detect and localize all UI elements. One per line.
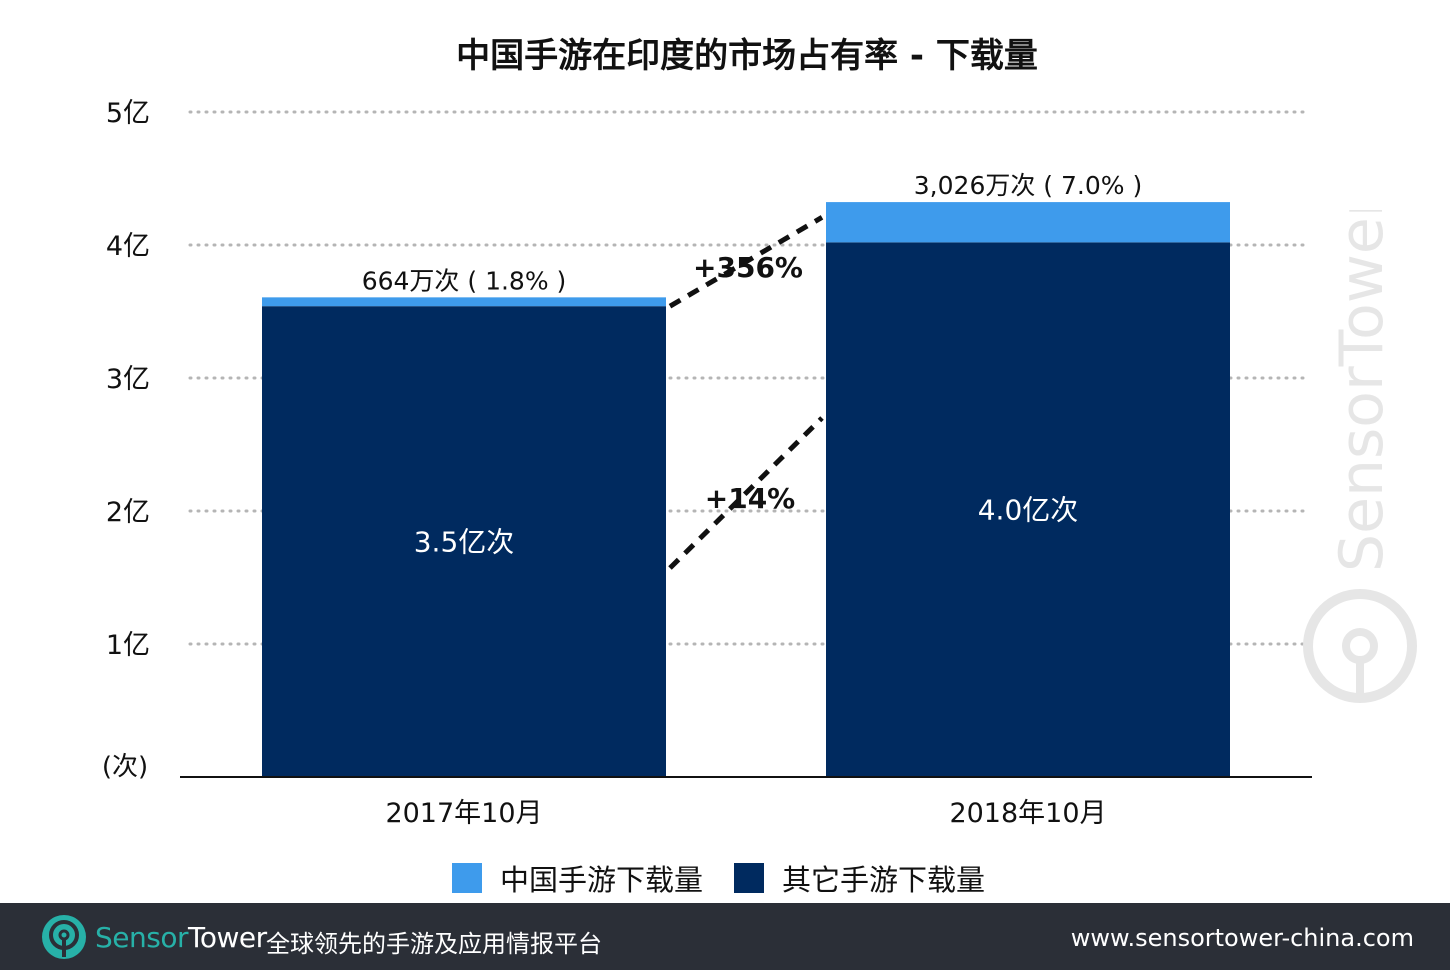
watermark-logo-icon: SensorTower	[1303, 192, 1417, 703]
legend-item-chinese-games: 中国手游下载量	[452, 856, 703, 900]
watermark: SensorTower	[1300, 192, 1420, 710]
chart: 中国手游在印度的市场占有率 - 下载量 1亿 2亿 3亿 4亿 5亿 3.5亿次 664万…	[102, 36, 1312, 829]
legend-swatch-chinese-games	[452, 863, 482, 893]
connectors	[668, 215, 824, 570]
bar-1-series-1	[826, 202, 1230, 243]
bar-0-series-1	[262, 297, 666, 307]
connector-chinese-growth	[668, 215, 824, 309]
sensortower-logo-icon	[42, 915, 86, 959]
data-label-other-1: 4.0亿次	[978, 494, 1079, 527]
legend: 中国手游下载量 其它手游下载量	[0, 856, 1450, 900]
y-tick-label-4: 5亿	[106, 98, 150, 129]
legend-swatch-other-games	[734, 863, 764, 893]
legend-label-other-games: 其它手游下载量	[782, 863, 986, 897]
bar-0-series-0	[262, 306, 666, 777]
footer: SensorTower 全球领先的手游及应用情报平台 www.sensortow…	[0, 903, 1450, 970]
watermark-text: SensorTower	[1327, 210, 1397, 572]
data-labels: 3.5亿次 664万次 ( 1.8% ) 4.0亿次 3,026万次 ( 7.0% )…	[362, 171, 1143, 558]
y-axis-ticks: 1亿 2亿 3亿 4亿 5亿	[106, 98, 150, 661]
y-tick-label-1: 2亿	[106, 497, 150, 528]
footer-brand-tower: Tower	[187, 921, 267, 954]
legend-label-chinese-games: 中国手游下载量	[500, 863, 704, 897]
data-label-other-0: 3.5亿次	[414, 526, 515, 559]
annotation-chinese-growth: +356%	[693, 251, 803, 284]
x-category-label-0: 2017年10月	[385, 798, 542, 829]
footer-url[interactable]: www.sensortower-china.com	[1070, 924, 1414, 952]
x-axis-categories: 2017年10月 2018年10月	[385, 798, 1106, 829]
y-tick-label-2: 3亿	[106, 364, 150, 395]
y-tick-label-3: 4亿	[106, 231, 150, 262]
x-category-label-1: 2018年10月	[949, 798, 1106, 829]
y-unit-label: (次)	[102, 752, 148, 782]
footer-tagline: 全球领先的手游及应用情报平台	[266, 930, 602, 958]
bars	[262, 202, 1230, 778]
connector-other-growth	[668, 416, 824, 570]
data-label-chinese-1: 3,026万次 ( 7.0% )	[914, 171, 1142, 200]
chart-title: 中国手游在印度的市场占有率 - 下载量	[456, 36, 1038, 76]
data-label-chinese-0: 664万次 ( 1.8% )	[362, 266, 567, 295]
footer-brand: SensorTower	[95, 921, 267, 954]
footer-brand-sensor: Sensor	[95, 921, 188, 954]
annotation-other-growth: +14%	[705, 482, 795, 515]
legend-item-other-games: 其它手游下载量	[734, 856, 985, 900]
bar-1-series-0	[826, 242, 1230, 778]
y-tick-label-0: 1亿	[106, 630, 150, 661]
